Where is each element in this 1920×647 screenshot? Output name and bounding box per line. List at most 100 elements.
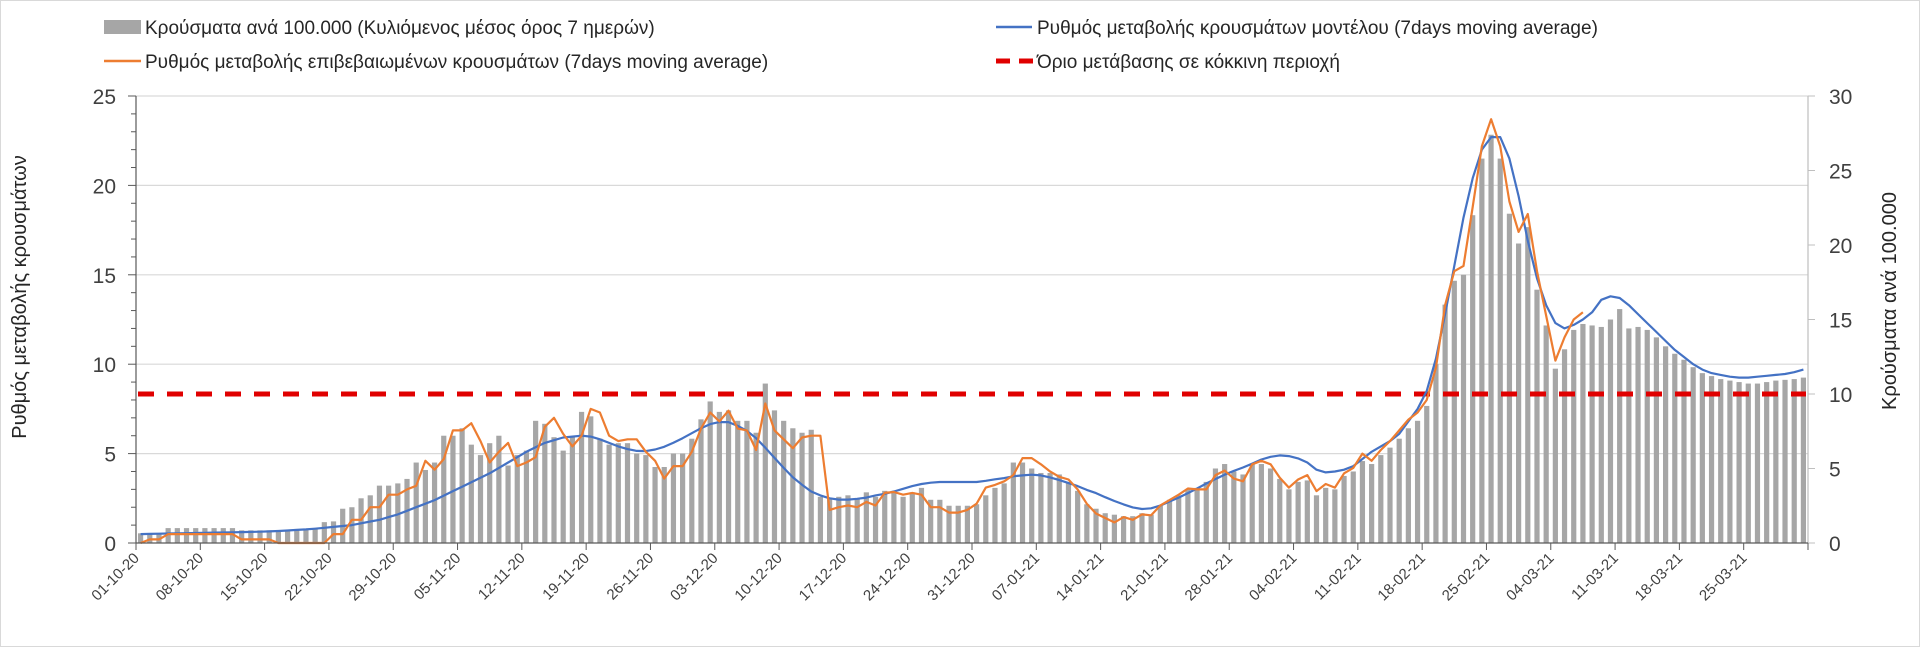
bar: [413, 462, 419, 543]
x-tick-label: 26-11-20: [604, 550, 658, 604]
x-tick-label: 28-01-21: [1182, 550, 1236, 604]
bar: [900, 496, 906, 543]
bar: [1304, 480, 1310, 543]
bar: [1791, 379, 1797, 543]
x-tick-label: 12-11-20: [475, 550, 529, 604]
y-right-tick-label: 10: [1829, 384, 1852, 407]
x-tick-label: 14-01-21: [1053, 550, 1107, 604]
bar: [1433, 364, 1439, 543]
x-tick-label: 08-10-20: [153, 550, 207, 604]
y-left-tick-label: 15: [93, 265, 116, 288]
bar: [294, 529, 300, 543]
bar: [211, 528, 217, 543]
bar: [1488, 134, 1494, 544]
bar: [505, 465, 511, 543]
y-left-tick-label: 5: [104, 444, 116, 467]
x-tick-label: 24-12-20: [860, 550, 914, 604]
x-tick-label: 07-01-21: [989, 550, 1043, 604]
line-series: [140, 118, 1804, 545]
bar: [441, 435, 447, 543]
bar: [973, 504, 980, 543]
bar: [615, 443, 621, 543]
bar: [1497, 158, 1503, 543]
y-right-tick-label: 0: [1829, 533, 1841, 556]
bar: [735, 420, 741, 543]
legend-item-threshold[interactable]: Όριο μετάβασης σε κόκκινη περιοχή: [996, 52, 1340, 73]
x-tick-label: 22-10-20: [281, 550, 335, 604]
bar: [1166, 499, 1173, 543]
bar: [376, 485, 383, 543]
bar: [257, 530, 263, 543]
bar: [202, 528, 208, 543]
bar: [1708, 376, 1715, 543]
legend-label-model: Ρυθμός μεταβολής κρουσμάτων μοντέλου (7d…: [1037, 18, 1598, 39]
legend-item-confirmed[interactable]: Ρυθμός μεταβολής επιβεβαιωμένων κρουσμάτ…: [104, 52, 768, 73]
confirmed-rate-line: [140, 118, 1584, 545]
bar: [578, 411, 585, 543]
x-tick-label: 01-10-20: [88, 550, 142, 604]
bar: [1038, 472, 1044, 543]
bar: [1047, 472, 1053, 543]
x-tick-label: 03-12-20: [667, 550, 721, 604]
bar: [1084, 504, 1090, 543]
bar: [1010, 462, 1016, 543]
y-right-tick-label: 20: [1829, 235, 1852, 258]
bar: [689, 438, 695, 543]
bar: [606, 444, 612, 543]
y-left-tick-label: 0: [104, 533, 116, 556]
bar: [680, 453, 686, 543]
bar: [229, 528, 236, 543]
legend-item-model[interactable]: Ρυθμός μεταβολής κρουσμάτων μοντέλου (7d…: [996, 18, 1598, 39]
bar: [1267, 468, 1274, 543]
bar: [643, 455, 649, 543]
bar: [1387, 447, 1393, 543]
y-right-tick-label: 25: [1829, 161, 1852, 184]
x-tick-label: 21-01-21: [1117, 550, 1171, 604]
bar: [1479, 158, 1485, 543]
bar: [1525, 227, 1531, 543]
bar: [1414, 420, 1421, 543]
bar: [909, 492, 915, 543]
bar: [964, 505, 971, 543]
bar: [753, 432, 759, 543]
legend-label-confirmed: Ρυθμός μεταβολής επιβεβαιωμένων κρουσμάτ…: [145, 52, 768, 73]
bar: [386, 485, 392, 543]
bar: [1369, 464, 1375, 543]
bar: [284, 530, 291, 543]
bar: [1203, 481, 1209, 543]
bar: [698, 419, 704, 543]
bar: [1240, 474, 1246, 543]
legend-item-bars[interactable]: Κρούσματα ανά 100.000 (Κυλιόμενος μέσος …: [104, 18, 655, 39]
bar: [1093, 508, 1099, 543]
bar: [1727, 380, 1733, 543]
bar: [1745, 383, 1751, 543]
bar: [220, 528, 226, 543]
bar: [983, 495, 989, 543]
bar: [1185, 489, 1191, 543]
bar: [542, 423, 548, 543]
bar: [1056, 474, 1062, 543]
bar: [1378, 455, 1384, 543]
bar: [551, 437, 557, 543]
bar: [275, 531, 281, 543]
bar: [239, 530, 245, 543]
bar: [1194, 487, 1200, 543]
bar: [1754, 383, 1761, 543]
bar: [1516, 243, 1522, 543]
bar: [1139, 513, 1145, 543]
legend-label-threshold: Όριο μετάβασης σε κόκκινη περιοχή: [1036, 52, 1340, 73]
bar: [1653, 337, 1660, 543]
bar: [1782, 379, 1788, 543]
bar: [597, 438, 603, 543]
y-axis-right-title: Κρούσματα ανά 100.000: [1879, 192, 1901, 410]
bar: [1561, 349, 1568, 543]
bar: [1350, 471, 1356, 543]
bar: [1672, 353, 1678, 543]
bar: [147, 533, 153, 543]
bar: [1552, 368, 1558, 543]
bar: [1442, 304, 1448, 543]
bar: [882, 490, 888, 543]
bar: [1120, 516, 1127, 543]
x-tick-label: 15-10-20: [217, 550, 271, 604]
bar: [937, 499, 943, 543]
